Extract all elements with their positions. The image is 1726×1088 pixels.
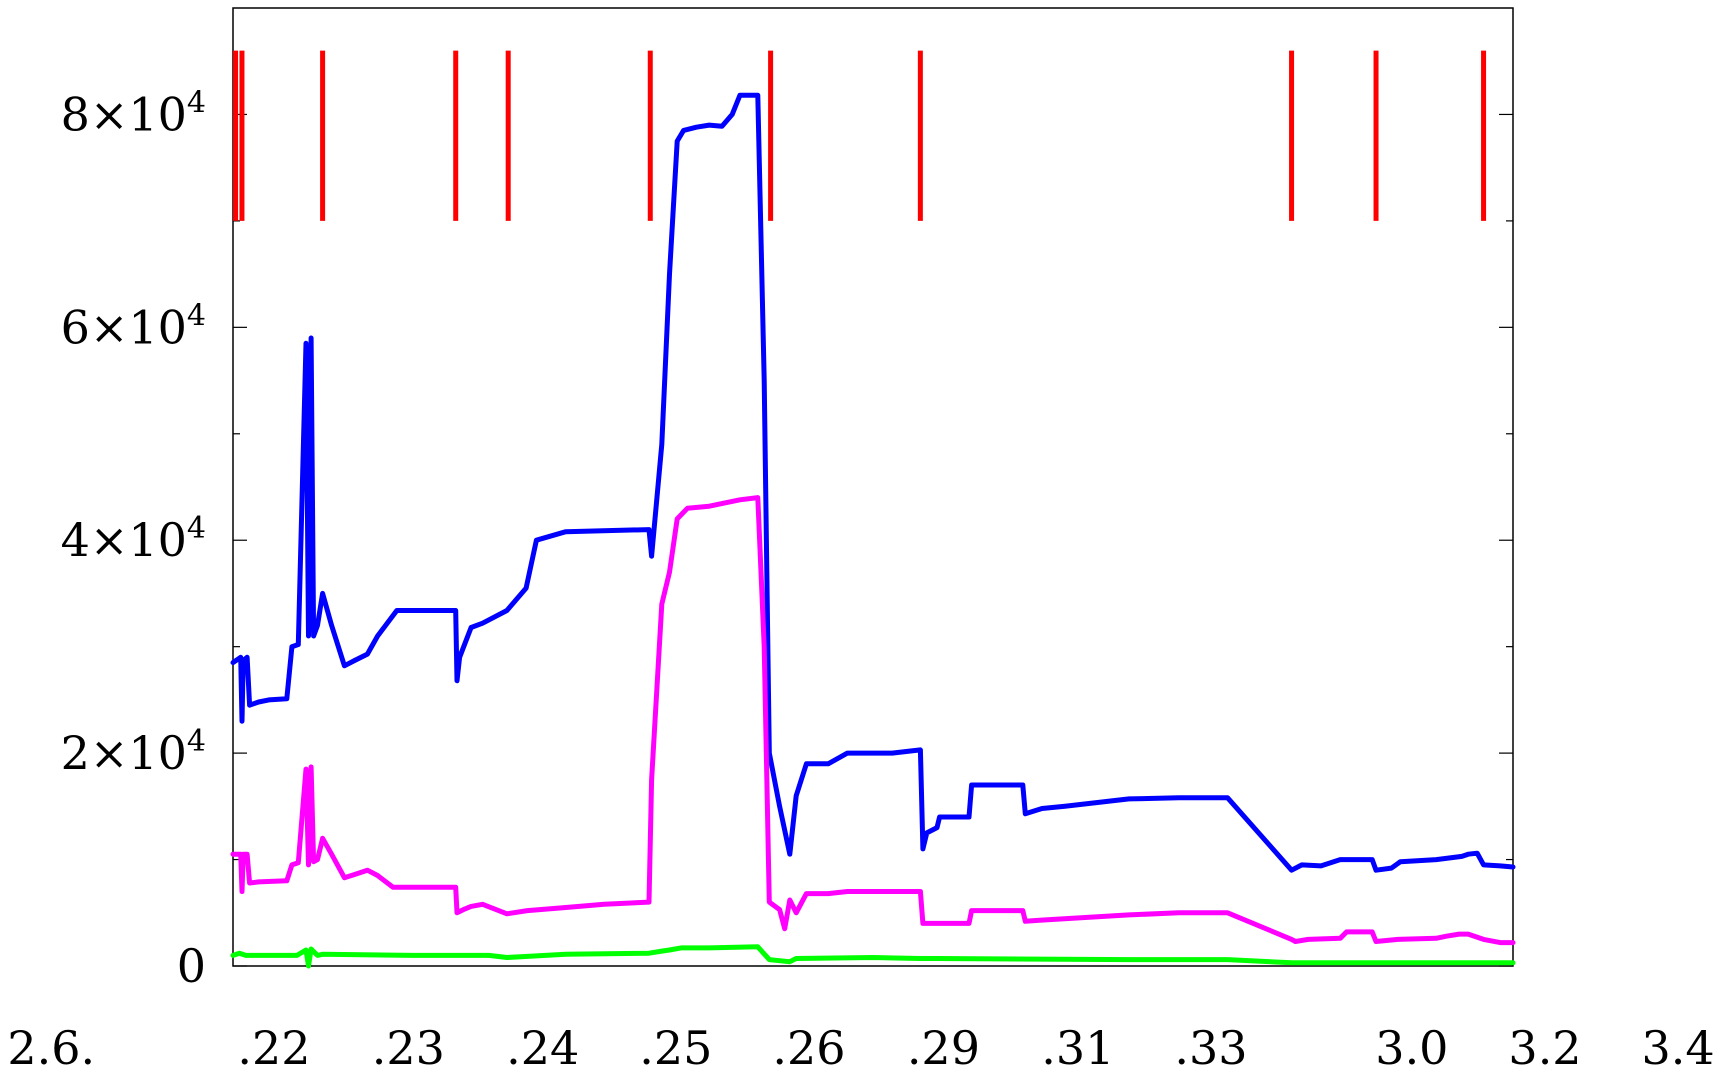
x-tick-label-11: 3.4 — [1642, 1021, 1715, 1075]
x-tick-label-10: 3.2 — [1508, 1021, 1581, 1075]
x-tick-label-9: 3.0 — [1375, 1021, 1448, 1075]
y-tick-label-2: 4×104 — [61, 511, 206, 567]
x-tick-label-8: .33 — [1174, 1021, 1247, 1075]
marker-layer — [233, 50, 1487, 221]
x-tick-label-0: 2.6. — [7, 1021, 95, 1075]
y-axis-ticks — [233, 113, 1513, 967]
x-tick-label-2: .23 — [372, 1021, 445, 1075]
series-line-1 — [230, 495, 1516, 946]
y-tick-label-3: 6×104 — [61, 298, 206, 354]
series-line-2 — [230, 944, 1516, 969]
plot-frame — [232, 7, 1514, 967]
y-tick-label-4: 8×104 — [61, 85, 206, 141]
x-tick-label-4: .25 — [639, 1021, 712, 1075]
series-line-0 — [230, 92, 1516, 873]
x-axis-tick-labels: 2.6. .22 .23 .24 .25 .26 .29 .31 .33 3.0 3.2 3.4 — [7, 1021, 1714, 1075]
y-tick-label-1: 2×104 — [61, 724, 206, 780]
y-tick-label-0: 0 — [177, 939, 206, 993]
x-tick-label-6: .29 — [907, 1021, 980, 1075]
series-layer — [230, 92, 1516, 969]
x-tick-label-5: .26 — [772, 1021, 845, 1075]
y-axis-tick-labels: 0 2×104 4×104 6×104 8×104 — [61, 85, 206, 993]
x-tick-label-1: .22 — [237, 1021, 310, 1075]
x-tick-label-7: .31 — [1041, 1021, 1114, 1075]
x-tick-label-3: .24 — [506, 1021, 579, 1075]
